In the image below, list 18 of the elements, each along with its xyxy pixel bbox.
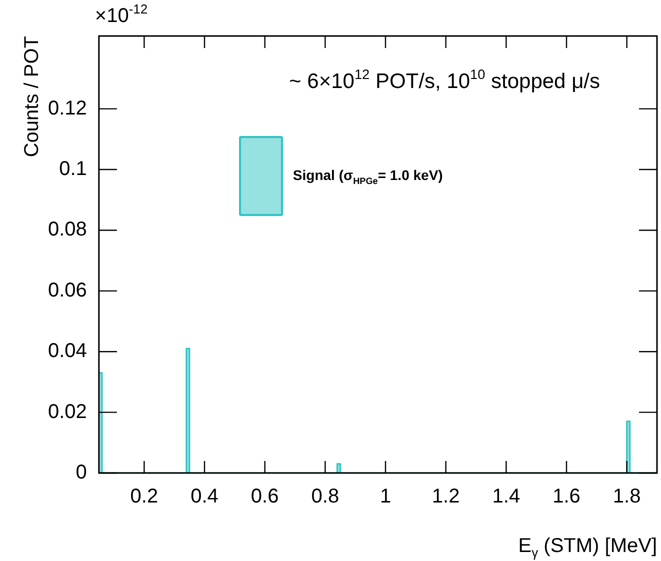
x-tick-label: 1: [380, 486, 392, 508]
x-tick-label: 0.2: [130, 486, 158, 508]
y-tick-label: 0.04: [48, 340, 87, 362]
y-tick-label: 0.1: [59, 158, 87, 180]
y-axis-title: Counts / POT: [21, 36, 43, 158]
x-tick-label: 0.4: [190, 486, 218, 508]
y-tick-label: 0.12: [48, 97, 87, 120]
x-tick-label: 1.2: [432, 486, 460, 508]
x-tick-label: 0.8: [311, 486, 340, 508]
x-tick-label: 0.6: [250, 486, 279, 508]
y-tick-label: 0.08: [48, 218, 87, 241]
text: Signal (σ$_{HPGe}$= 1.0 keV): [292, 166, 443, 186]
y-tick-label: 0: [76, 462, 87, 484]
x-tick-label: 1.6: [552, 486, 580, 508]
y-tick-label: 0.06: [48, 279, 87, 302]
y-tick-label: 0.02: [48, 400, 87, 423]
x-tick-label: 1.4: [492, 486, 520, 508]
x-tick-label: 1.8: [612, 486, 641, 508]
